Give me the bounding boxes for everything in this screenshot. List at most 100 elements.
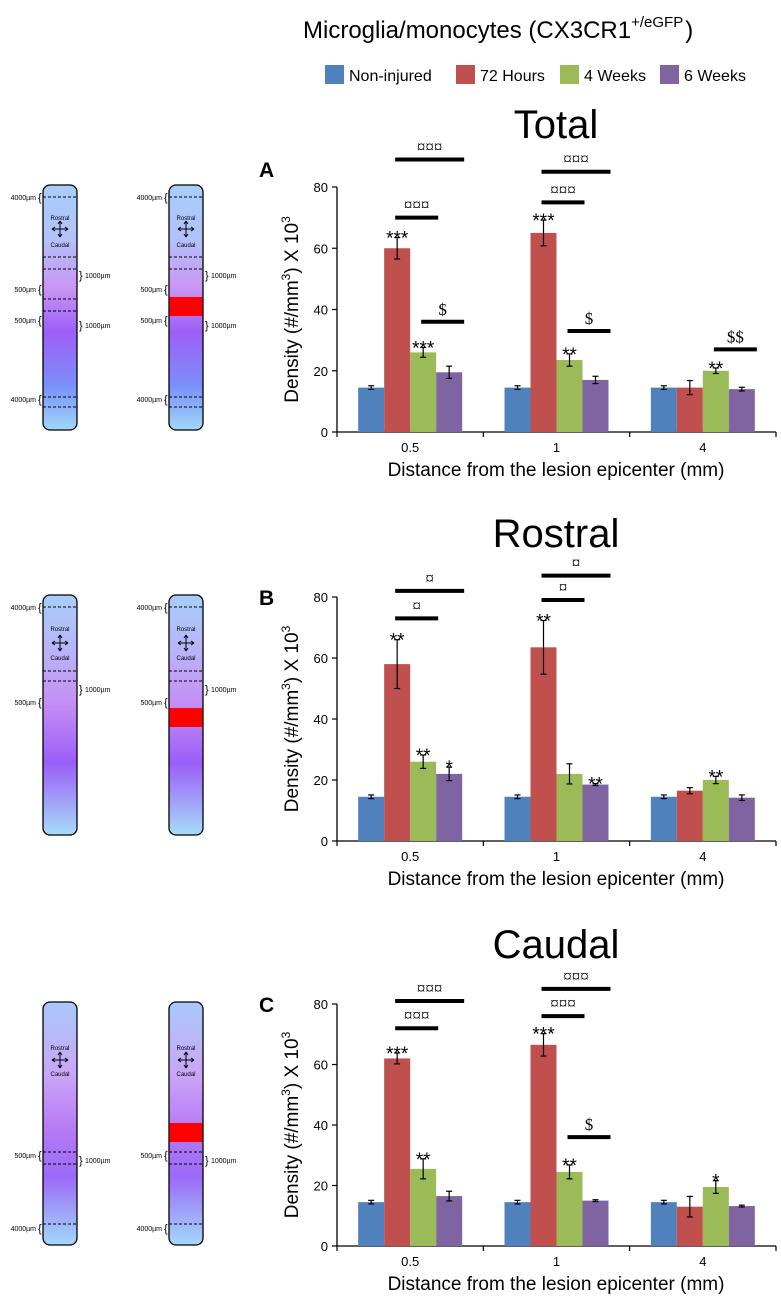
bar-72-hours-1 — [530, 647, 557, 841]
bar-6-weeks-0.5 — [436, 1196, 463, 1246]
significance-marker: ** — [588, 775, 603, 796]
segment-length-label: 1000µm — [211, 1158, 237, 1165]
comparison-label: $ — [438, 300, 447, 319]
bar-4-weeks-4 — [702, 1187, 729, 1246]
bar-6-weeks-1 — [582, 1200, 609, 1246]
comparison-label: ¤ — [559, 578, 568, 597]
chart-panel-B: Rostral B 0 20 40 60 80 0.5 1 4 Distance from the … — [259, 512, 777, 890]
bar-6-weeks-4 — [728, 797, 755, 841]
rostral-label: Rostral — [176, 1046, 195, 1052]
y-tick-label: 0 — [321, 834, 328, 849]
bar-4-weeks-0.5 — [410, 1168, 437, 1246]
brace-icon: { — [38, 602, 42, 614]
depth-label: 4000µm — [11, 1226, 37, 1233]
comparison-label: ¤¤¤ — [417, 137, 443, 156]
legend-label-3: 6 Weeks — [684, 68, 746, 85]
significance-marker: ** — [416, 746, 431, 767]
bar-72-hours-1 — [530, 1044, 557, 1246]
significance-marker: ** — [390, 631, 405, 652]
significance-marker: *** — [386, 229, 409, 250]
rostral-label: Rostral — [176, 216, 195, 222]
bar-6-weeks-1 — [582, 379, 609, 432]
bar-4-weeks-1 — [556, 360, 583, 432]
brace-icon: { — [164, 284, 168, 296]
significance-marker: ** — [536, 611, 551, 632]
spinal-cord — [42, 1001, 78, 1246]
bar-4-weeks-4 — [702, 780, 729, 841]
x-axis-title: Distance from the lesion epicenter (mm) — [388, 869, 725, 890]
chart-title: Caudal — [493, 923, 620, 967]
y-tick-label: 20 — [314, 1179, 328, 1194]
brace-icon: } — [79, 1155, 83, 1167]
bar-6-weeks-4 — [728, 389, 755, 432]
spinal-cord — [42, 594, 78, 836]
brace-icon: { — [164, 697, 168, 709]
x-tick-label: 4 — [699, 849, 706, 864]
caudal-label: Caudal — [50, 1072, 69, 1078]
brace-icon: { — [38, 1150, 42, 1162]
brace-icon: { — [164, 602, 168, 614]
depth-label: 4000µm — [137, 1226, 163, 1233]
brace-icon: { — [38, 315, 42, 327]
bar-4-weeks-4 — [702, 370, 729, 432]
lesion-epicenter — [169, 1123, 203, 1142]
figure-title: Microglia/monocytes (CX3CR1+/eGFP) — [303, 14, 693, 44]
brace-icon: { — [164, 1223, 168, 1235]
brace-icon: } — [79, 320, 83, 332]
bar-non-injured-4 — [650, 796, 677, 841]
bar-4-weeks-1 — [556, 773, 583, 841]
significance-marker: * — [712, 1172, 720, 1193]
bar-6-weeks-0.5 — [436, 372, 463, 432]
caudal-label: Caudal — [50, 656, 69, 662]
orientation-arrows-icon — [51, 634, 69, 652]
bar-non-injured-1 — [504, 387, 531, 432]
bar-non-injured-0.5 — [358, 1202, 385, 1246]
comparison-label: ¤¤¤ — [417, 979, 443, 998]
depth-label: 500µm — [14, 318, 36, 325]
panel-letter: B — [259, 587, 274, 610]
y-tick-label: 0 — [321, 1239, 328, 1254]
significance-marker: ** — [562, 345, 577, 366]
x-axis-title: Distance from the lesion epicenter (mm) — [388, 1274, 725, 1295]
brace-icon: { — [164, 315, 168, 327]
comparison-label: ¤¤¤ — [404, 1006, 430, 1025]
y-axis-title: Density (#/mm3) X 103 — [279, 1031, 303, 1218]
brace-icon: { — [38, 284, 42, 296]
caudal-label: Caudal — [176, 656, 195, 662]
brace-icon: } — [205, 684, 209, 696]
y-tick-label: 80 — [314, 997, 328, 1012]
y-tick-label: 40 — [314, 1118, 328, 1133]
bar-72-hours-0.5 — [384, 248, 411, 432]
panel-letter: C — [259, 994, 274, 1017]
comparison-label: $ — [585, 309, 594, 328]
depth-label: 500µm — [140, 700, 162, 707]
depth-label: 4000µm — [137, 605, 163, 612]
segment-length-label: 1000µm — [85, 273, 111, 280]
chart-panel-A: Total A 0 20 40 60 80 0.5 1 4 Distance from the le… — [259, 103, 777, 481]
caudal-label: Caudal — [176, 243, 195, 249]
orientation-arrows-icon — [177, 634, 195, 652]
brace-icon: { — [164, 394, 168, 406]
legend-label-0: Non-injured — [349, 68, 432, 85]
segment-length-label: 1000µm — [211, 323, 237, 330]
x-tick-label: 0.5 — [401, 1254, 419, 1269]
x-tick-label: 4 — [699, 1254, 706, 1269]
x-tick-label: 1 — [553, 849, 560, 864]
depth-label: 4000µm — [11, 195, 37, 202]
lesion-epicenter — [169, 708, 203, 727]
brace-icon: { — [164, 192, 168, 204]
spinal-cord — [42, 184, 78, 431]
depth-label: 4000µm — [11, 397, 37, 404]
bar-4-weeks-0.5 — [410, 352, 437, 432]
brace-icon: } — [205, 270, 209, 282]
bar-non-injured-0.5 — [358, 796, 385, 841]
x-tick-label: 0.5 — [401, 849, 419, 864]
y-axis-title: Density (#/mm3) X 103 — [279, 625, 303, 812]
significance-marker: ** — [416, 1150, 431, 1171]
significance-marker: ** — [708, 767, 723, 788]
